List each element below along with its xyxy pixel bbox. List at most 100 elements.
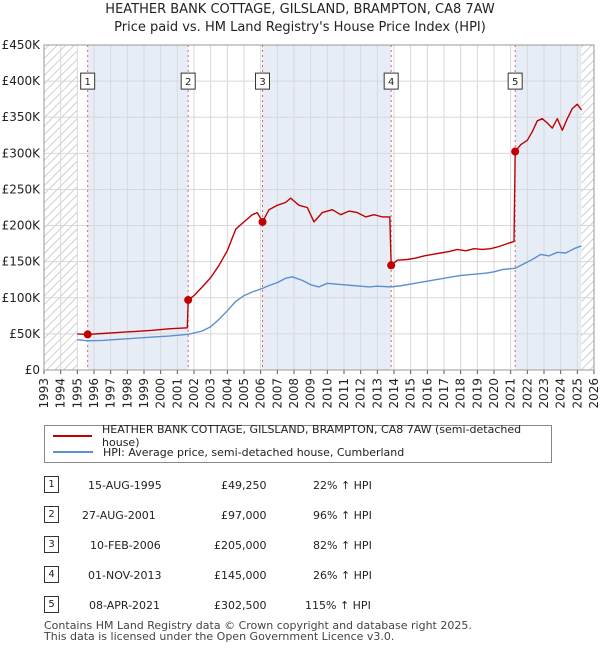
ownership-band bbox=[87, 45, 189, 370]
sale-point bbox=[387, 261, 396, 270]
sale-date: 01-NOV-2013 bbox=[88, 569, 162, 582]
x-tick-label: 2007 bbox=[270, 378, 284, 409]
x-tick-label: 2014 bbox=[387, 378, 401, 409]
x-tick-label: 2009 bbox=[304, 378, 318, 409]
sale-price: £97,000 bbox=[221, 509, 267, 522]
sale-number-badge: 3 bbox=[44, 536, 59, 553]
x-tick-label: 2004 bbox=[220, 378, 234, 409]
x-tick-label: 2022 bbox=[520, 378, 534, 409]
sale-marker-box bbox=[80, 72, 96, 90]
y-tick-label: £350K bbox=[2, 110, 42, 124]
sale-row: 2 27-AUG-2001 £97,000 96% ↑ HPI bbox=[0, 506, 600, 526]
x-tick-label: 2005 bbox=[237, 378, 251, 409]
x-tick-label: 2011 bbox=[337, 378, 351, 409]
sale-hpi-change: 22% ↑ HPI bbox=[313, 479, 372, 492]
footer-copyright: Contains HM Land Registry data © Crown c… bbox=[44, 619, 472, 632]
x-tick-label: 2006 bbox=[254, 378, 268, 409]
sale-marker-box bbox=[507, 72, 523, 90]
y-tick-label: £200K bbox=[2, 219, 42, 233]
x-tick-label: 2017 bbox=[437, 378, 451, 409]
sale-price: £49,250 bbox=[221, 479, 267, 492]
x-tick-label: 2000 bbox=[154, 378, 168, 409]
sale-price: £302,500 bbox=[214, 599, 267, 612]
property-price-line bbox=[77, 103, 583, 336]
ownership-band bbox=[515, 45, 582, 370]
x-tick-label: 2010 bbox=[320, 378, 334, 409]
x-tick-label: 2024 bbox=[554, 378, 568, 409]
legend-item-hpi: HPI: Average price, semi-detached house,… bbox=[53, 444, 404, 460]
x-tick-label: 2015 bbox=[404, 378, 418, 409]
hpi-line bbox=[77, 245, 582, 342]
chart-title: HEATHER BANK COTTAGE, GILSLAND, BRAMPTON… bbox=[105, 2, 495, 17]
sale-marker-box bbox=[255, 72, 270, 90]
sale-marker-number: 1 bbox=[84, 77, 90, 88]
sale-price: £145,000 bbox=[214, 569, 267, 582]
sale-hpi-change: 115% ↑ HPI bbox=[305, 599, 371, 612]
x-tick-label: 2003 bbox=[204, 378, 218, 409]
footer-licence: This data is licensed under the Open Gov… bbox=[44, 630, 395, 643]
y-tick-label: £450K bbox=[2, 38, 42, 52]
x-tick-label: 1993 bbox=[37, 378, 51, 409]
sale-number-badge: 4 bbox=[44, 566, 59, 583]
y-tick-label: £250K bbox=[2, 182, 42, 196]
sale-row: 4 01-NOV-2013 £145,000 26% ↑ HPI bbox=[0, 566, 600, 586]
x-tick-label: 1994 bbox=[54, 378, 68, 409]
x-tick-label: 2023 bbox=[537, 378, 551, 409]
x-tick-label: 1997 bbox=[104, 378, 118, 409]
plot-frame bbox=[43, 44, 595, 371]
sale-hpi-change: 82% ↑ HPI bbox=[313, 539, 372, 552]
sale-marker-box bbox=[180, 72, 196, 90]
x-tick-label: 2026 bbox=[587, 378, 600, 409]
x-tick-label: 1996 bbox=[87, 378, 101, 409]
sale-point bbox=[258, 217, 267, 226]
price-chart: £0 £50K £100K £150K £200K £250K £300K £350K £400… bbox=[2, 38, 600, 409]
y-tick-label: £300K bbox=[2, 146, 42, 160]
x-tick-label: 2016 bbox=[420, 378, 434, 409]
sale-row: 1 15-AUG-1995 £49,250 22% ↑ HPI bbox=[0, 476, 600, 496]
sale-point bbox=[511, 147, 520, 156]
x-tick-label: 1999 bbox=[137, 378, 151, 409]
x-tick-label: 2021 bbox=[504, 378, 518, 409]
sale-date: 15-AUG-1995 bbox=[88, 479, 162, 492]
sale-date: 27-AUG-2001 bbox=[82, 509, 156, 522]
hpi-line-swatch bbox=[53, 451, 93, 453]
x-tick-label: 2001 bbox=[170, 378, 184, 409]
x-tick-label: 2002 bbox=[187, 378, 201, 409]
attribution-footer: Contains HM Land Registry data © Crown c… bbox=[44, 620, 472, 642]
legend-property-label: HEATHER BANK COTTAGE, GILSLAND, BRAMPTON… bbox=[102, 423, 522, 449]
property-line-swatch bbox=[53, 435, 93, 437]
sale-row: 3 10-FEB-2006 £205,000 82% ↑ HPI bbox=[0, 536, 600, 556]
sale-number-badge: 5 bbox=[44, 596, 59, 613]
y-tick-label: £0 bbox=[25, 363, 40, 377]
sale-hpi-change: 26% ↑ HPI bbox=[313, 569, 372, 582]
x-tick-label: 1995 bbox=[70, 378, 84, 409]
sale-number-badge: 2 bbox=[44, 506, 59, 523]
x-tick-label: 1998 bbox=[120, 378, 134, 409]
sale-marker-number: 4 bbox=[388, 77, 394, 88]
x-tick-label: 2012 bbox=[354, 378, 368, 409]
sale-date: 08-APR-2021 bbox=[89, 599, 161, 612]
sale-marker-number: 5 bbox=[512, 77, 518, 88]
x-tick-label: 2018 bbox=[454, 378, 468, 409]
sale-marker-number: 3 bbox=[259, 77, 265, 88]
sale-point bbox=[83, 330, 92, 339]
sale-marker-box bbox=[383, 72, 399, 90]
y-tick-label: £150K bbox=[2, 255, 42, 269]
y-tick-label: £400K bbox=[2, 74, 42, 88]
hatched-region bbox=[581, 45, 594, 370]
x-tick-label: 2008 bbox=[287, 378, 301, 409]
x-tick-label: 2013 bbox=[370, 378, 384, 409]
y-tick-label: £50K bbox=[9, 327, 41, 341]
y-tick-label: £100K bbox=[2, 291, 42, 305]
x-tick-label: 2025 bbox=[570, 378, 584, 409]
sale-row: 5 08-APR-2021 £302,500 115% ↑ HPI bbox=[0, 596, 600, 616]
legend-hpi-label: HPI: Average price, semi-detached house,… bbox=[103, 445, 405, 459]
x-tick-label: 2020 bbox=[487, 378, 501, 409]
sale-number-badge: 1 bbox=[44, 476, 59, 493]
chart-legend: HEATHER BANK COTTAGE, GILSLAND, BRAMPTON… bbox=[44, 423, 552, 463]
sale-date: 10-FEB-2006 bbox=[90, 539, 161, 552]
sale-point bbox=[184, 295, 193, 304]
sale-marker-number: 2 bbox=[185, 77, 191, 88]
sale-hpi-change: 96% ↑ HPI bbox=[313, 509, 372, 522]
sale-price: £205,000 bbox=[214, 539, 267, 552]
